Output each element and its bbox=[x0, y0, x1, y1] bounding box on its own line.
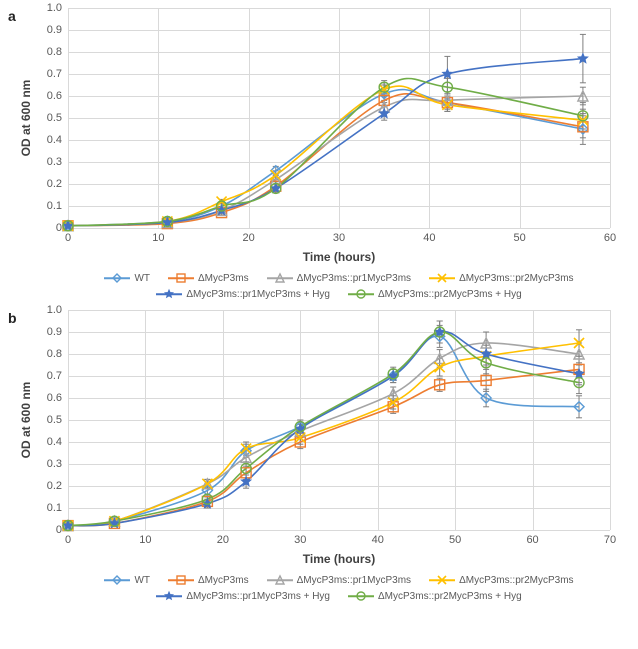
series-line bbox=[68, 343, 579, 526]
xtick-label: 50 bbox=[514, 228, 526, 244]
legend-item: ΔMycP3ms::pr2MycP3ms bbox=[429, 574, 573, 586]
data-marker bbox=[443, 69, 453, 78]
legend-swatch-icon bbox=[348, 590, 374, 602]
legend-item: ΔMycP3ms::pr1MycP3ms + Hyg bbox=[156, 590, 330, 602]
legend-label: ΔMycP3ms::pr2MycP3ms bbox=[459, 273, 573, 284]
legend-swatch-icon bbox=[104, 272, 130, 284]
xtick-label: 0 bbox=[65, 530, 71, 546]
x-axis-label: Time (hours) bbox=[68, 250, 610, 264]
series-line bbox=[68, 59, 583, 226]
legend-label: ΔMycP3ms::pr2MycP3ms + Hyg bbox=[378, 289, 522, 300]
gridline-v bbox=[610, 310, 611, 530]
legend-swatch-icon bbox=[156, 288, 182, 300]
xtick-label: 60 bbox=[526, 530, 538, 546]
legend-swatch-icon bbox=[156, 590, 182, 602]
legend-swatch-icon bbox=[168, 272, 194, 284]
legend-swatch-icon bbox=[429, 574, 455, 586]
chart-panel-a: aOD at 600 nm00.10.20.30.40.50.60.70.80.… bbox=[8, 8, 630, 300]
legend-item: WT bbox=[104, 574, 150, 586]
legend-label: WT bbox=[134, 575, 150, 586]
ytick-label: 0.7 bbox=[47, 370, 68, 382]
series-line bbox=[68, 332, 579, 526]
series-line bbox=[68, 86, 583, 226]
legend-item: ΔMycP3ms::pr2MycP3ms bbox=[429, 272, 573, 284]
legend-label: ΔMycP3ms::pr1MycP3ms bbox=[297, 273, 411, 284]
xtick-label: 70 bbox=[604, 530, 616, 546]
ytick-label: 0.2 bbox=[47, 480, 68, 492]
ytick-label: 0.1 bbox=[47, 200, 68, 212]
xtick-label: 20 bbox=[217, 530, 229, 546]
legend-swatch-icon bbox=[104, 574, 130, 586]
ytick-label: 0.9 bbox=[47, 24, 68, 36]
ytick-label: 0.8 bbox=[47, 348, 68, 360]
ytick-label: 0.4 bbox=[47, 436, 68, 448]
ytick-label: 0.3 bbox=[47, 156, 68, 168]
series-line bbox=[68, 336, 579, 526]
ytick-label: 0.5 bbox=[47, 112, 68, 124]
plot-area: 00.10.20.30.40.50.60.70.80.91.0010203040… bbox=[68, 8, 610, 228]
plot-svg bbox=[68, 8, 610, 228]
legend-item: WT bbox=[104, 272, 150, 284]
xtick-label: 50 bbox=[449, 530, 461, 546]
ytick-label: 1.0 bbox=[47, 304, 68, 316]
plot-svg bbox=[68, 310, 610, 530]
chart-legend: WTΔMycP3msΔMycP3ms::pr1MycP3msΔMycP3ms::… bbox=[68, 272, 610, 300]
legend-label: WT bbox=[134, 273, 150, 284]
legend-swatch-icon bbox=[429, 272, 455, 284]
series-line bbox=[68, 96, 583, 226]
legend-label: ΔMycP3ms bbox=[198, 273, 249, 284]
legend-item: ΔMycP3ms::pr1MycP3ms bbox=[267, 574, 411, 586]
series-line bbox=[68, 90, 583, 226]
figure-root: aOD at 600 nm00.10.20.30.40.50.60.70.80.… bbox=[8, 8, 630, 602]
ytick-label: 0.6 bbox=[47, 90, 68, 102]
legend-swatch-icon bbox=[267, 574, 293, 586]
ytick-label: 0.3 bbox=[47, 458, 68, 470]
xtick-label: 10 bbox=[152, 228, 164, 244]
xtick-label: 60 bbox=[604, 228, 616, 244]
legend-label: ΔMycP3ms::pr2MycP3ms + Hyg bbox=[378, 591, 522, 602]
legend-swatch-icon bbox=[348, 288, 374, 300]
ytick-label: 0.7 bbox=[47, 68, 68, 80]
legend-item: ΔMycP3ms::pr2MycP3ms + Hyg bbox=[348, 288, 522, 300]
xtick-label: 40 bbox=[372, 530, 384, 546]
chart-panel-b: bOD at 600 nm00.10.20.30.40.50.60.70.80.… bbox=[8, 310, 630, 602]
ytick-label: 0.9 bbox=[47, 326, 68, 338]
series-line bbox=[68, 79, 583, 226]
xtick-label: 40 bbox=[423, 228, 435, 244]
series-line bbox=[68, 332, 579, 526]
legend-label: ΔMycP3ms::pr2MycP3ms bbox=[459, 575, 573, 586]
ytick-label: 0.4 bbox=[47, 134, 68, 146]
data-marker bbox=[578, 54, 588, 63]
legend-label: ΔMycP3ms::pr1MycP3ms + Hyg bbox=[186, 591, 330, 602]
legend-item: ΔMycP3ms::pr2MycP3ms + Hyg bbox=[348, 590, 522, 602]
gridline-v bbox=[610, 8, 611, 228]
x-axis-label: Time (hours) bbox=[68, 552, 610, 566]
xtick-label: 30 bbox=[333, 228, 345, 244]
ytick-label: 0.6 bbox=[47, 392, 68, 404]
legend-item: ΔMycP3ms bbox=[168, 574, 249, 586]
chart-legend: WTΔMycP3msΔMycP3ms::pr1MycP3msΔMycP3ms::… bbox=[68, 574, 610, 602]
xtick-label: 30 bbox=[294, 530, 306, 546]
y-axis-label: OD at 600 nm bbox=[19, 382, 33, 459]
series-line bbox=[68, 343, 579, 526]
ytick-label: 0.2 bbox=[47, 178, 68, 190]
legend-label: ΔMycP3ms bbox=[198, 575, 249, 586]
ytick-label: 0.8 bbox=[47, 46, 68, 58]
series-line bbox=[68, 369, 579, 525]
y-axis-label: OD at 600 nm bbox=[19, 80, 33, 157]
legend-label: ΔMycP3ms::pr1MycP3ms + Hyg bbox=[186, 289, 330, 300]
ytick-label: 0.1 bbox=[47, 502, 68, 514]
ytick-label: 1.0 bbox=[47, 2, 68, 14]
legend-label: ΔMycP3ms::pr1MycP3ms bbox=[297, 575, 411, 586]
ytick-label: 0.5 bbox=[47, 414, 68, 426]
legend-item: ΔMycP3ms bbox=[168, 272, 249, 284]
legend-item: ΔMycP3ms::pr1MycP3ms bbox=[267, 272, 411, 284]
legend-swatch-icon bbox=[267, 272, 293, 284]
plot-area: 00.10.20.30.40.50.60.70.80.91.0010203040… bbox=[68, 310, 610, 530]
legend-item: ΔMycP3ms::pr1MycP3ms + Hyg bbox=[156, 288, 330, 300]
xtick-label: 20 bbox=[243, 228, 255, 244]
legend-swatch-icon bbox=[168, 574, 194, 586]
xtick-label: 10 bbox=[139, 530, 151, 546]
